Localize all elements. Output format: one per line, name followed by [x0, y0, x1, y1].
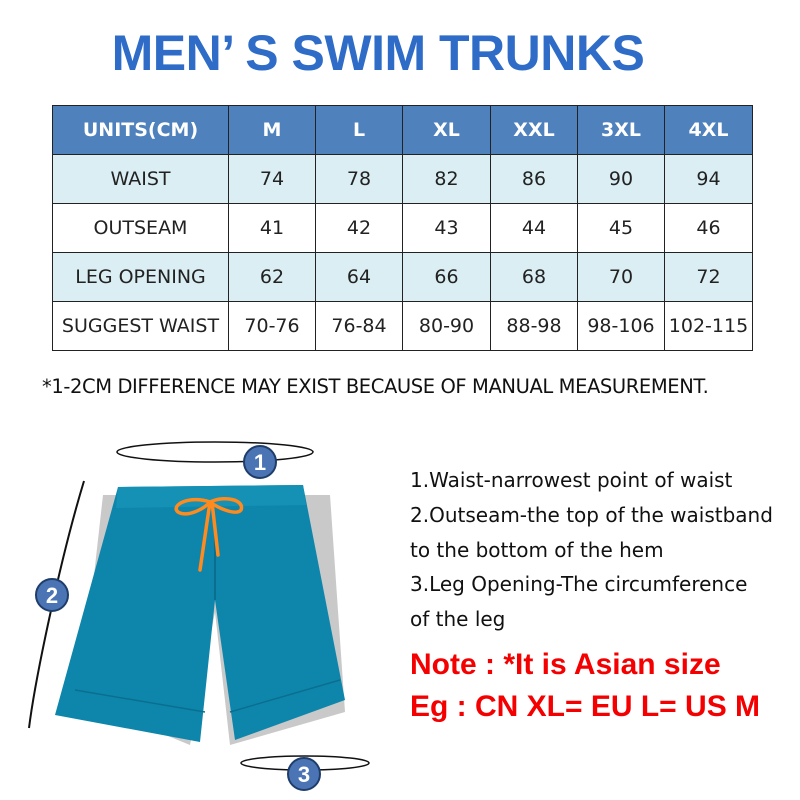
marker-3: 3 — [287, 757, 321, 791]
marker-1-label: 1 — [254, 450, 266, 475]
cell: 94 — [664, 154, 753, 204]
cell: 46 — [664, 203, 753, 253]
cell: 44 — [490, 203, 578, 253]
table-row: OUTSEAM 41 42 43 44 45 46 — [52, 203, 753, 253]
cell: 64 — [315, 252, 403, 302]
marker-1: 1 — [243, 445, 277, 479]
cell: 70 — [577, 252, 665, 302]
cell: 74 — [228, 154, 316, 204]
page-title: MEN’ S SWIM TRUNKS — [111, 25, 645, 81]
description-line: 3.Leg Opening-The circumference — [410, 572, 748, 597]
size-conversion-note: Eg : CN XL= EU L= US M — [410, 690, 761, 723]
measure-line-outseam — [28, 480, 85, 729]
table-row: WAIST 74 78 82 86 90 94 — [52, 154, 753, 204]
description-line: of the leg — [410, 607, 506, 632]
header-row: UNITS(CM) M L XL XXL 3XL 4XL — [52, 105, 753, 155]
header-cell: 3XL — [577, 105, 665, 155]
marker-3-label: 3 — [298, 762, 310, 787]
shorts-icon — [55, 485, 345, 742]
cell: 76-84 — [315, 301, 403, 351]
cell: 62 — [228, 252, 316, 302]
table-row: LEG OPENING 62 64 66 68 70 72 — [52, 252, 753, 302]
cell: 98-106 — [577, 301, 665, 351]
cell: 80-90 — [402, 301, 491, 351]
measurement-footnote: *1-2CM DIFFERENCE MAY EXIST BECAUSE OF M… — [42, 375, 709, 398]
cell: 86 — [490, 154, 578, 204]
size-table: UNITS(CM) M L XL XXL 3XL 4XL WAIST 74 78… — [52, 105, 753, 351]
table-row: SUGGEST WAIST 70-76 76-84 80-90 88-98 98… — [52, 301, 753, 351]
row-label: SUGGEST WAIST — [52, 301, 229, 351]
cell: 102-115 — [664, 301, 753, 351]
description-line: 2.Outseam-the top of the waistband — [410, 502, 773, 527]
cell: 41 — [228, 203, 316, 253]
header-cell: XL — [402, 105, 491, 155]
drawstring-icon — [174, 497, 244, 572]
description-line: to the bottom of the hem — [410, 537, 664, 562]
row-label: OUTSEAM — [52, 203, 229, 253]
header-cell: XXL — [490, 105, 578, 155]
cell: 88-98 — [490, 301, 578, 351]
cell: 66 — [402, 252, 491, 302]
cell: 45 — [577, 203, 665, 253]
measurement-descriptions: 1.Waist-narrowest point of waist 2.Outse… — [410, 463, 773, 637]
measure-line-waist — [116, 441, 314, 463]
marker-2-label: 2 — [46, 583, 58, 608]
asian-size-note: Note : *It is Asian size — [410, 648, 721, 681]
cell: 70-76 — [228, 301, 316, 351]
header-cell: M — [228, 105, 316, 155]
header-cell: UNITS(CM) — [52, 105, 229, 155]
row-label: WAIST — [52, 154, 229, 204]
cell: 72 — [664, 252, 753, 302]
cell: 90 — [577, 154, 665, 204]
cell: 68 — [490, 252, 578, 302]
row-label: LEG OPENING — [52, 252, 229, 302]
cell: 82 — [402, 154, 491, 204]
description-line: 1.Waist-narrowest point of waist — [410, 468, 733, 492]
marker-2: 2 — [35, 578, 69, 612]
header-cell: 4XL — [664, 105, 753, 155]
